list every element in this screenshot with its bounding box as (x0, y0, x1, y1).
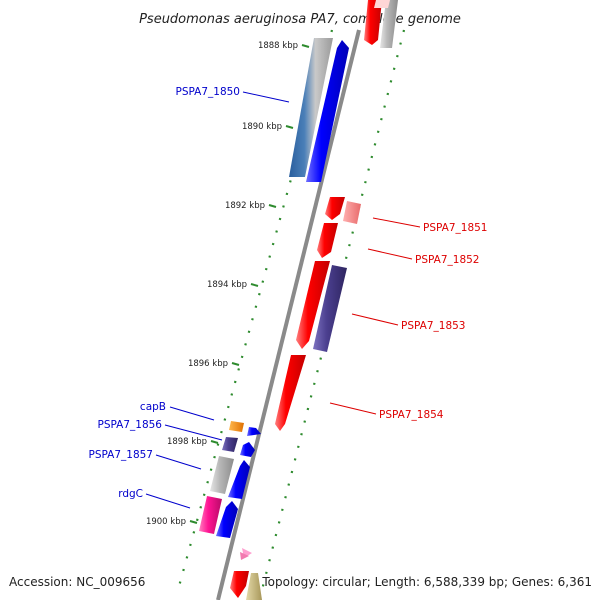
gene-feature-capB (229, 421, 244, 432)
gene-label-PSPA7_1851[interactable]: PSPA7_1851 (423, 222, 488, 234)
ruler-tick (231, 362, 240, 366)
gene-feature-top-gray (380, 0, 398, 48)
ruler-tick (210, 440, 219, 444)
ruler-label: 1894 kbp (207, 280, 247, 290)
gene-feature-bottom-khaki (246, 573, 262, 600)
gene-labels: PSPA7_1850 PSPA7_1851 PSPA7_1852 PSPA7_1… (89, 86, 488, 500)
gene-label-PSPA7_1854[interactable]: PSPA7_1854 (379, 409, 444, 421)
ruler-labels: 1888 kbp 1890 kbp 1892 kbp 1894 kbp 1896… (146, 41, 298, 527)
gene-feature-1854 (275, 355, 306, 431)
ruler-label: 1888 kbp (258, 41, 298, 51)
gene-feature-1853-red (296, 261, 330, 349)
gene-label-capB[interactable]: capB (140, 401, 166, 413)
ruler-label: 1898 kbp (167, 437, 207, 447)
gene-feature-rdgC-magenta (199, 496, 222, 534)
gene-label-PSPA7_1857[interactable]: PSPA7_1857 (89, 449, 154, 461)
genome-backbone (216, 29, 361, 600)
gene-feature-1853-purple (313, 265, 347, 352)
gene-label-PSPA7_1852[interactable]: PSPA7_1852 (415, 254, 480, 266)
ruler-tick (301, 44, 310, 48)
ruler-ticks (189, 44, 310, 524)
label-leader-lines (145, 91, 421, 509)
gene-label-PSPA7_1850[interactable]: PSPA7_1850 (176, 86, 241, 98)
ruler-label: 1896 kbp (188, 359, 228, 369)
gene-feature-1856-purple (222, 437, 238, 452)
topology-text: Topology: circular; Length: 6,588,339 bp… (261, 575, 592, 589)
gene-feature-1851 (325, 197, 345, 220)
ruler-tick (250, 283, 259, 287)
ruler-label: 1892 kbp (225, 201, 265, 211)
gene-feature-top-red (364, 0, 382, 45)
ruler-tick (285, 125, 294, 129)
gene-feature-1857-blue (228, 460, 250, 499)
gene-feature-1850-steel (289, 38, 333, 177)
gene-feature-rdgC-blue (216, 501, 238, 538)
gene-feature-1856-blue (240, 442, 255, 457)
gene-label-PSPA7_1853[interactable]: PSPA7_1853 (401, 320, 466, 332)
gene-feature-1850-blue (306, 40, 349, 182)
gene-feature-capB-blue (247, 427, 261, 436)
gene-feature-bottom-red (230, 571, 249, 598)
gene-feature-top-pink (374, 0, 390, 8)
map-title: Pseudomonas aeruginosa PA7, complete gen… (139, 12, 461, 27)
ruler-label: 1900 kbp (146, 517, 186, 527)
outer-tick-track (176, 29, 406, 591)
gene-feature-1852 (317, 223, 338, 258)
gene-feature-small-pink-2 (240, 552, 249, 560)
accession-text: Accession: NC_009656 (9, 575, 145, 589)
ruler-tick (189, 520, 198, 524)
gene-label-PSPA7_1856[interactable]: PSPA7_1856 (98, 419, 163, 431)
ruler-tick (268, 204, 277, 208)
gene-feature-1857-gray (210, 456, 234, 494)
ruler-label: 1890 kbp (242, 122, 282, 132)
gene-feature-1851-pink (343, 201, 361, 224)
gene-label-rdgC[interactable]: rdgC (118, 488, 143, 500)
